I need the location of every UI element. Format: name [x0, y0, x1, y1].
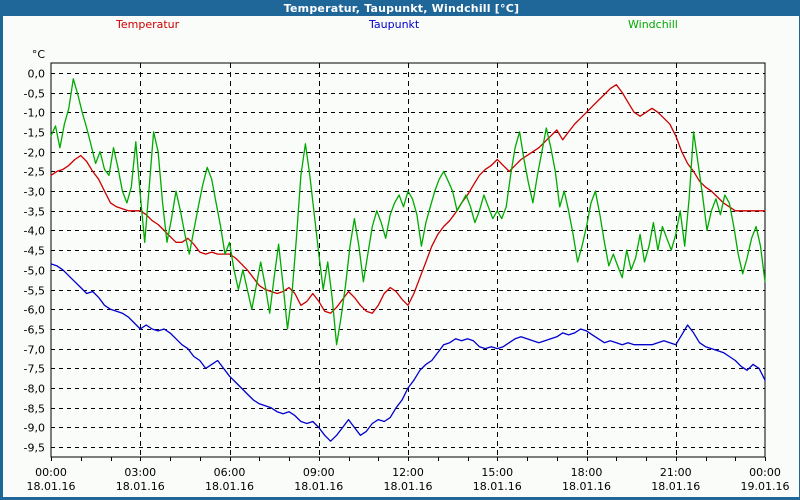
y-tick-label: -7,0: [24, 344, 45, 357]
x-tick-time-label: 00:00: [749, 466, 781, 479]
y-tick-label: -5,0: [24, 265, 45, 278]
y-tick-label: -3,0: [24, 186, 45, 199]
y-tick-label: -5,5: [24, 285, 45, 298]
x-tick-time-label: 03:00: [124, 466, 156, 479]
chart-svg: 0,0 -0,5 -1,0 -1,5 -2,0 -2,5 -3,0 -3,5 -4,0 -4,5 -…: [24, 48, 790, 493]
x-tick-date-label: 18.01.16: [205, 480, 254, 493]
y-tick-label: -8,0: [24, 383, 45, 396]
y-tick-label: -0,5: [24, 88, 45, 101]
x-tick-date-label: 19.01.16: [741, 480, 790, 493]
x-tick-date-label: 18.01.16: [473, 480, 522, 493]
x-tick-date-label: 18.01.16: [116, 480, 165, 493]
data-series-group: [50, 78, 766, 442]
x-tick-time-label: 15:00: [481, 466, 513, 479]
legend-item-taupunkt: Taupunkt: [369, 18, 420, 31]
x-tick-date-label: 18.01.16: [27, 480, 76, 493]
x-tick-date-label: 18.01.16: [384, 480, 433, 493]
y-tick-label: -2,5: [24, 166, 45, 179]
gridlines: [51, 63, 765, 457]
series-line-windchill: [50, 78, 766, 346]
y-axis-labels: 0,0 -0,5 -1,0 -1,5 -2,0 -2,5 -3,0 -3,5 -4,0 -4,5 -…: [24, 68, 45, 455]
chart-legend: Temperatur Taupunkt Windchill: [3, 18, 800, 36]
series-line-taupunkt: [50, 263, 766, 442]
y-tick-label: -8,5: [24, 403, 45, 416]
axis-ticks: [51, 457, 766, 461]
legend-item-windchill: Windchill: [628, 18, 678, 31]
y-tick-label: -9,0: [24, 422, 45, 435]
y-axis-unit-label: °C: [32, 48, 46, 61]
y-tick-label: -1,0: [24, 107, 45, 120]
x-axis-labels: 00:0018.01.1603:0018.01.1606:0018.01.160…: [27, 466, 790, 493]
y-tick-label: -7,5: [24, 363, 45, 376]
window-title-bar: Temperatur, Taupunkt, Windchill [°C]: [3, 0, 800, 16]
x-tick-date-label: 18.01.16: [651, 480, 700, 493]
x-tick-time-label: 18:00: [571, 466, 603, 479]
y-tick-label: -6,0: [24, 304, 45, 317]
series-line-temperatur: [50, 84, 766, 314]
y-tick-label: -4,5: [24, 245, 45, 258]
y-tick-label: -2,0: [24, 147, 45, 160]
page-title: Temperatur, Taupunkt, Windchill [°C]: [283, 1, 520, 15]
y-tick-label: -9,5: [24, 442, 45, 455]
x-tick-time-label: 12:00: [392, 466, 424, 479]
y-tick-label: -4,0: [24, 225, 45, 238]
x-tick-time-label: 06:00: [214, 466, 246, 479]
y-tick-label: -6,5: [24, 324, 45, 337]
y-tick-label: -3,5: [24, 206, 45, 219]
y-tick-label: 0,0: [28, 68, 46, 81]
x-tick-time-label: 21:00: [660, 466, 692, 479]
x-tick-time-label: 00:00: [35, 466, 67, 479]
plot-frame: [50, 62, 766, 458]
y-tick-label: -1,5: [24, 127, 45, 140]
legend-item-temperatur: Temperatur: [116, 18, 180, 31]
x-tick-date-label: 18.01.16: [562, 480, 611, 493]
x-tick-time-label: 09:00: [303, 466, 335, 479]
chart-plot-area: 0,0 -0,5 -1,0 -1,5 -2,0 -2,5 -3,0 -3,5 -4,0 -4,5 -…: [3, 36, 800, 497]
x-tick-date-label: 18.01.16: [294, 480, 343, 493]
